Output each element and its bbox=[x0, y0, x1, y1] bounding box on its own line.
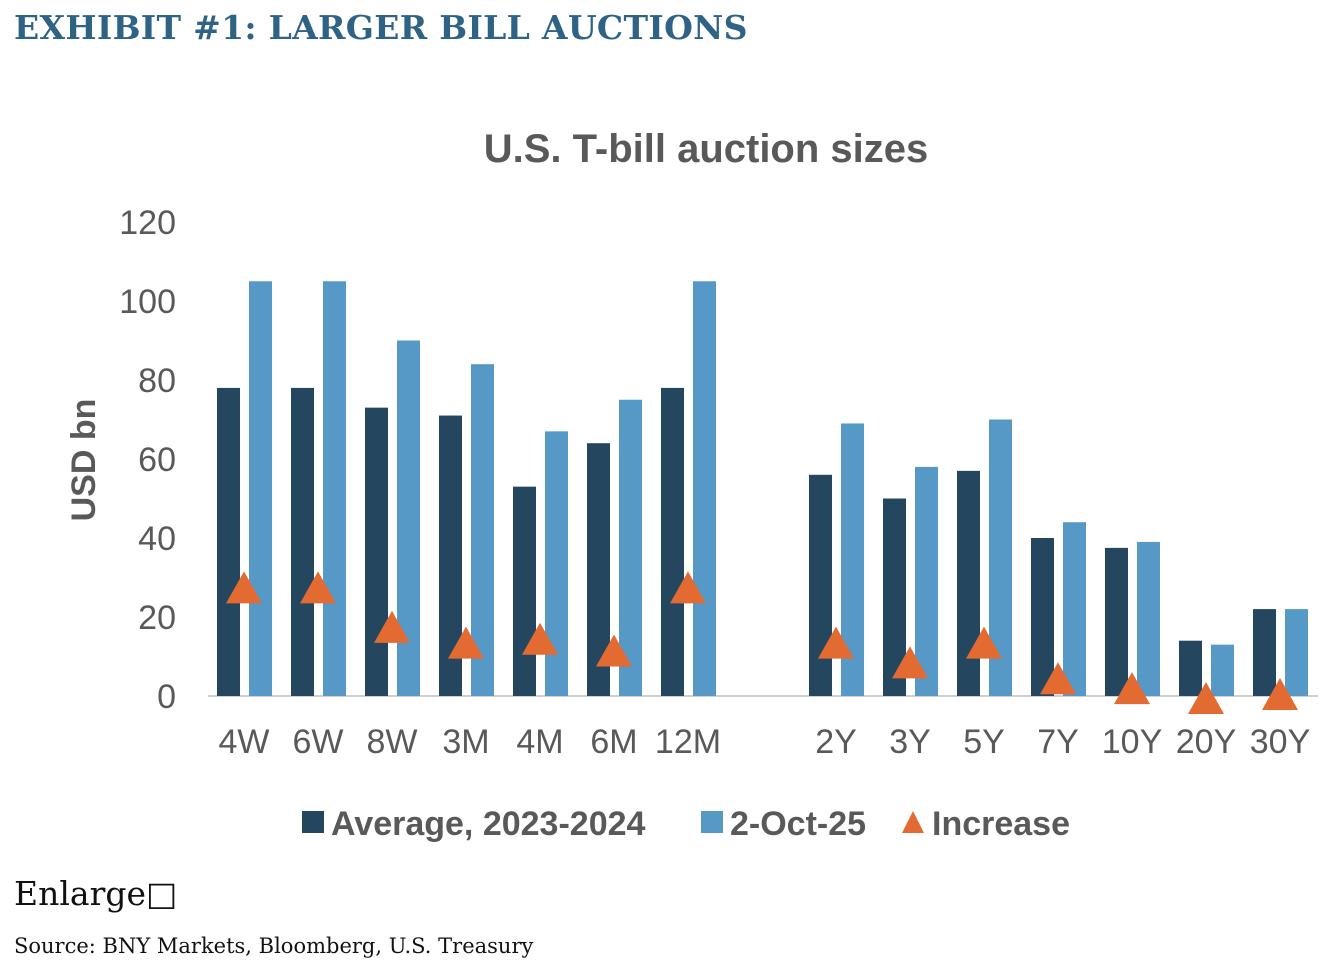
x-tick-label: 20Y bbox=[1176, 723, 1237, 761]
marker-increase-20Y bbox=[1188, 681, 1224, 714]
y-tick-label: 60 bbox=[138, 441, 176, 479]
bar-average-20Y bbox=[1179, 640, 1202, 696]
marker-increase-8W bbox=[374, 610, 410, 643]
legend-swatch-increase bbox=[902, 811, 924, 833]
x-tick-label: 4M bbox=[516, 723, 563, 761]
x-tick-label: 3M bbox=[442, 723, 489, 761]
x-tick-label: 8W bbox=[367, 723, 418, 761]
bar-current-10Y bbox=[1137, 541, 1160, 696]
legend-swatch-average bbox=[302, 811, 324, 833]
bar-average-30Y bbox=[1253, 609, 1276, 696]
legend-swatch-current bbox=[701, 811, 723, 833]
bar-current-4W bbox=[249, 281, 272, 696]
bar-current-8W bbox=[397, 340, 420, 696]
bar-average-4M bbox=[513, 486, 536, 696]
marker-increase-12M bbox=[670, 571, 706, 604]
bar-current-30Y bbox=[1285, 609, 1308, 696]
x-tick-label: 12M bbox=[655, 723, 721, 761]
bar-average-2Y bbox=[809, 474, 832, 696]
bar-average-3M bbox=[439, 415, 462, 696]
marker-increase-6M bbox=[596, 634, 632, 667]
enlarge-link[interactable]: Enlarge□ bbox=[14, 874, 178, 913]
exhibit-title: EXHIBIT #1: LARGER BILL AUCTIONS bbox=[14, 8, 748, 47]
bar-current-6M bbox=[619, 399, 642, 696]
marker-increase-2Y bbox=[818, 626, 854, 659]
bar-average-3Y bbox=[883, 498, 906, 696]
bar-current-4M bbox=[545, 431, 568, 696]
marker-increase-4W bbox=[226, 571, 262, 604]
y-axis-label: USD bn bbox=[65, 399, 103, 522]
x-tick-label: 5Y bbox=[963, 723, 1005, 761]
bar-average-12M bbox=[661, 387, 684, 696]
x-tick-label: 4W bbox=[219, 723, 270, 761]
bar-current-3M bbox=[471, 364, 494, 696]
y-tick-label: 40 bbox=[138, 520, 176, 558]
marker-increase-7Y bbox=[1040, 662, 1076, 695]
x-tick-label: 7Y bbox=[1037, 723, 1079, 761]
marker-increase-3M bbox=[448, 626, 484, 659]
marker-increase-3Y bbox=[892, 646, 928, 679]
marker-increase-30Y bbox=[1262, 678, 1298, 710]
marker-increase-6W bbox=[300, 571, 336, 604]
x-tick-label: 30Y bbox=[1250, 723, 1311, 761]
marker-increase-4M bbox=[522, 622, 558, 655]
bar-average-5Y bbox=[957, 470, 980, 696]
bar-chart: U.S. T-bill auction sizes USD bn 0 20 40 60 80… bbox=[65, 127, 1318, 843]
bar-current-20Y bbox=[1211, 644, 1234, 696]
bar-current-12M bbox=[693, 281, 716, 696]
bar-average-4W bbox=[217, 387, 240, 696]
bar-average-8W bbox=[365, 407, 388, 696]
legend-label-average: Average, 2023-2024 bbox=[331, 805, 646, 843]
legend-label-increase: Increase bbox=[932, 805, 1070, 843]
x-tick-label: 6W bbox=[293, 723, 344, 761]
bar-average-10Y bbox=[1105, 547, 1128, 696]
y-tick-label: 100 bbox=[119, 283, 176, 321]
y-tick-label: 80 bbox=[138, 362, 176, 400]
x-tick-label: 6M bbox=[590, 723, 637, 761]
bar-average-7Y bbox=[1031, 538, 1054, 696]
bar-current-3Y bbox=[915, 466, 938, 696]
x-tick-label: 2Y bbox=[815, 723, 857, 761]
legend-label-current: 2-Oct-25 bbox=[730, 805, 866, 843]
marker-increase-10Y bbox=[1114, 672, 1150, 705]
bar-average-6M bbox=[587, 443, 610, 696]
bar-current-2Y bbox=[841, 423, 864, 696]
bar-current-7Y bbox=[1063, 522, 1086, 696]
y-tick-label: 20 bbox=[138, 599, 176, 637]
x-tick-label: 3Y bbox=[889, 723, 931, 761]
y-tick-label: 0 bbox=[157, 678, 176, 716]
bar-current-5Y bbox=[989, 419, 1012, 696]
y-tick-label: 120 bbox=[119, 204, 176, 242]
marker-increase-5Y bbox=[966, 626, 1002, 659]
bar-average-6W bbox=[291, 387, 314, 696]
bar-current-6W bbox=[323, 281, 346, 696]
x-tick-label: 10Y bbox=[1102, 723, 1163, 761]
source-note: Source: BNY Markets, Bloomberg, U.S. Tre… bbox=[14, 934, 534, 958]
chart-title: U.S. T-bill auction sizes bbox=[484, 127, 929, 171]
